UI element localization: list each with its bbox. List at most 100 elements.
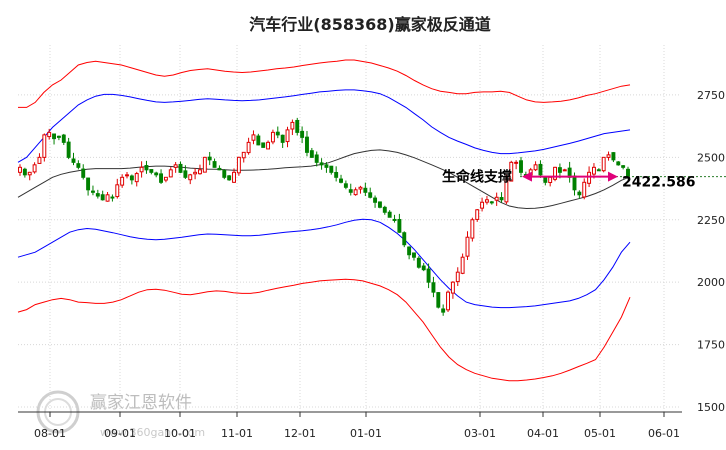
candle-body xyxy=(193,171,198,175)
candle-body xyxy=(373,197,378,203)
candle-body xyxy=(86,177,91,191)
candle-body xyxy=(548,176,553,184)
candle-body xyxy=(519,160,523,173)
candle-body xyxy=(256,135,261,146)
y-tick-label: 1750 xyxy=(697,339,725,352)
candle-body xyxy=(222,170,227,178)
candle-body xyxy=(616,161,621,166)
candle-body xyxy=(465,236,470,257)
candle-body xyxy=(353,189,358,196)
candle-body xyxy=(280,134,285,143)
candle-body xyxy=(227,175,232,181)
candle-body xyxy=(475,209,480,220)
candle-body xyxy=(76,163,81,168)
x-tick-label: 09-01 xyxy=(104,427,136,440)
candle-body xyxy=(202,156,207,173)
candle-body xyxy=(66,141,71,158)
candle-body xyxy=(115,184,120,198)
candle-body xyxy=(27,171,32,176)
candle-body xyxy=(587,171,592,184)
candle-body xyxy=(480,201,485,209)
candle-body xyxy=(275,131,280,136)
watermark-logo: 赢家江恩软件 www.360gann.com xyxy=(36,390,205,439)
candle-body xyxy=(572,175,577,191)
candle-body xyxy=(178,163,183,173)
candle-body xyxy=(207,156,212,161)
candle-body xyxy=(431,282,436,293)
candle-body xyxy=(232,171,236,183)
candle-body xyxy=(139,166,144,173)
candle-body xyxy=(56,135,61,138)
candle-body xyxy=(168,169,173,178)
candle-body xyxy=(266,141,271,150)
candle-body xyxy=(246,141,251,154)
candle-body xyxy=(149,169,154,173)
candle-body xyxy=(120,176,125,186)
candle-body xyxy=(426,268,431,283)
x-tick-label: 01-01 xyxy=(350,427,382,440)
candle-body xyxy=(188,174,193,181)
chart-axes: 1500 1750 2000 2250 2500 2750 08-01 09-01 10-01 1… xyxy=(18,89,725,440)
candle-body xyxy=(509,161,514,182)
candle-body xyxy=(314,154,319,163)
candle-body xyxy=(499,197,504,201)
candle-body xyxy=(95,193,100,197)
upper-outer-band-line xyxy=(18,59,631,108)
chart-grid xyxy=(18,45,680,412)
y-tick-label: 2750 xyxy=(697,89,725,102)
x-tick-label: 05-01 xyxy=(584,427,616,440)
candle-body xyxy=(47,131,52,138)
candle-body xyxy=(489,201,494,204)
candle-body xyxy=(261,142,266,148)
candle-body xyxy=(91,190,95,193)
candle-body xyxy=(363,187,368,193)
candle-body xyxy=(358,186,363,190)
candle-body xyxy=(611,152,616,161)
candle-body xyxy=(285,129,290,143)
candle-body xyxy=(577,191,582,196)
support-annotation: 生命线支撑 2422.586 xyxy=(442,169,726,191)
candle-body xyxy=(621,165,626,168)
candle-body xyxy=(329,165,334,173)
candle-body xyxy=(601,156,606,172)
upper-inner-band-line xyxy=(17,89,631,163)
support-arrow-head-icon xyxy=(608,171,618,182)
candle-body xyxy=(163,176,168,181)
candle-body xyxy=(319,162,324,166)
candlesticks xyxy=(18,117,630,316)
candle-body xyxy=(397,218,402,233)
candle-body xyxy=(446,291,450,311)
candle-body xyxy=(582,181,587,198)
candle-body xyxy=(61,134,66,143)
candle-body xyxy=(32,164,37,173)
candle-body xyxy=(606,154,611,158)
candle-body xyxy=(18,166,22,173)
x-tick-label: 10-01 xyxy=(164,427,196,440)
y-tick-label: 1500 xyxy=(697,401,725,414)
channel-bands xyxy=(17,59,631,382)
support-value: 2422.586 xyxy=(622,175,696,191)
candle-body xyxy=(538,163,543,176)
candle-body xyxy=(217,167,222,171)
candle-body xyxy=(110,196,115,199)
watermark-text: 赢家江恩软件 xyxy=(90,393,192,413)
candle-body xyxy=(436,292,441,308)
candle-body xyxy=(377,201,382,208)
candle-body xyxy=(562,169,567,172)
y-tick-label: 2000 xyxy=(697,276,725,289)
candle-body xyxy=(596,169,601,172)
candle-body xyxy=(173,164,178,168)
candle-body xyxy=(183,170,188,178)
lower-outer-band-line xyxy=(17,278,631,382)
candle-body xyxy=(159,173,164,183)
candle-body xyxy=(348,189,353,193)
candle-body xyxy=(236,156,241,174)
candle-body xyxy=(241,151,246,159)
chart-title: 汽车行业(858368)赢家极反通道 xyxy=(249,15,490,34)
candle-body xyxy=(309,150,314,158)
candle-body xyxy=(251,134,256,141)
candle-body xyxy=(416,257,421,268)
candle-body xyxy=(52,133,57,140)
candle-body xyxy=(100,194,105,201)
